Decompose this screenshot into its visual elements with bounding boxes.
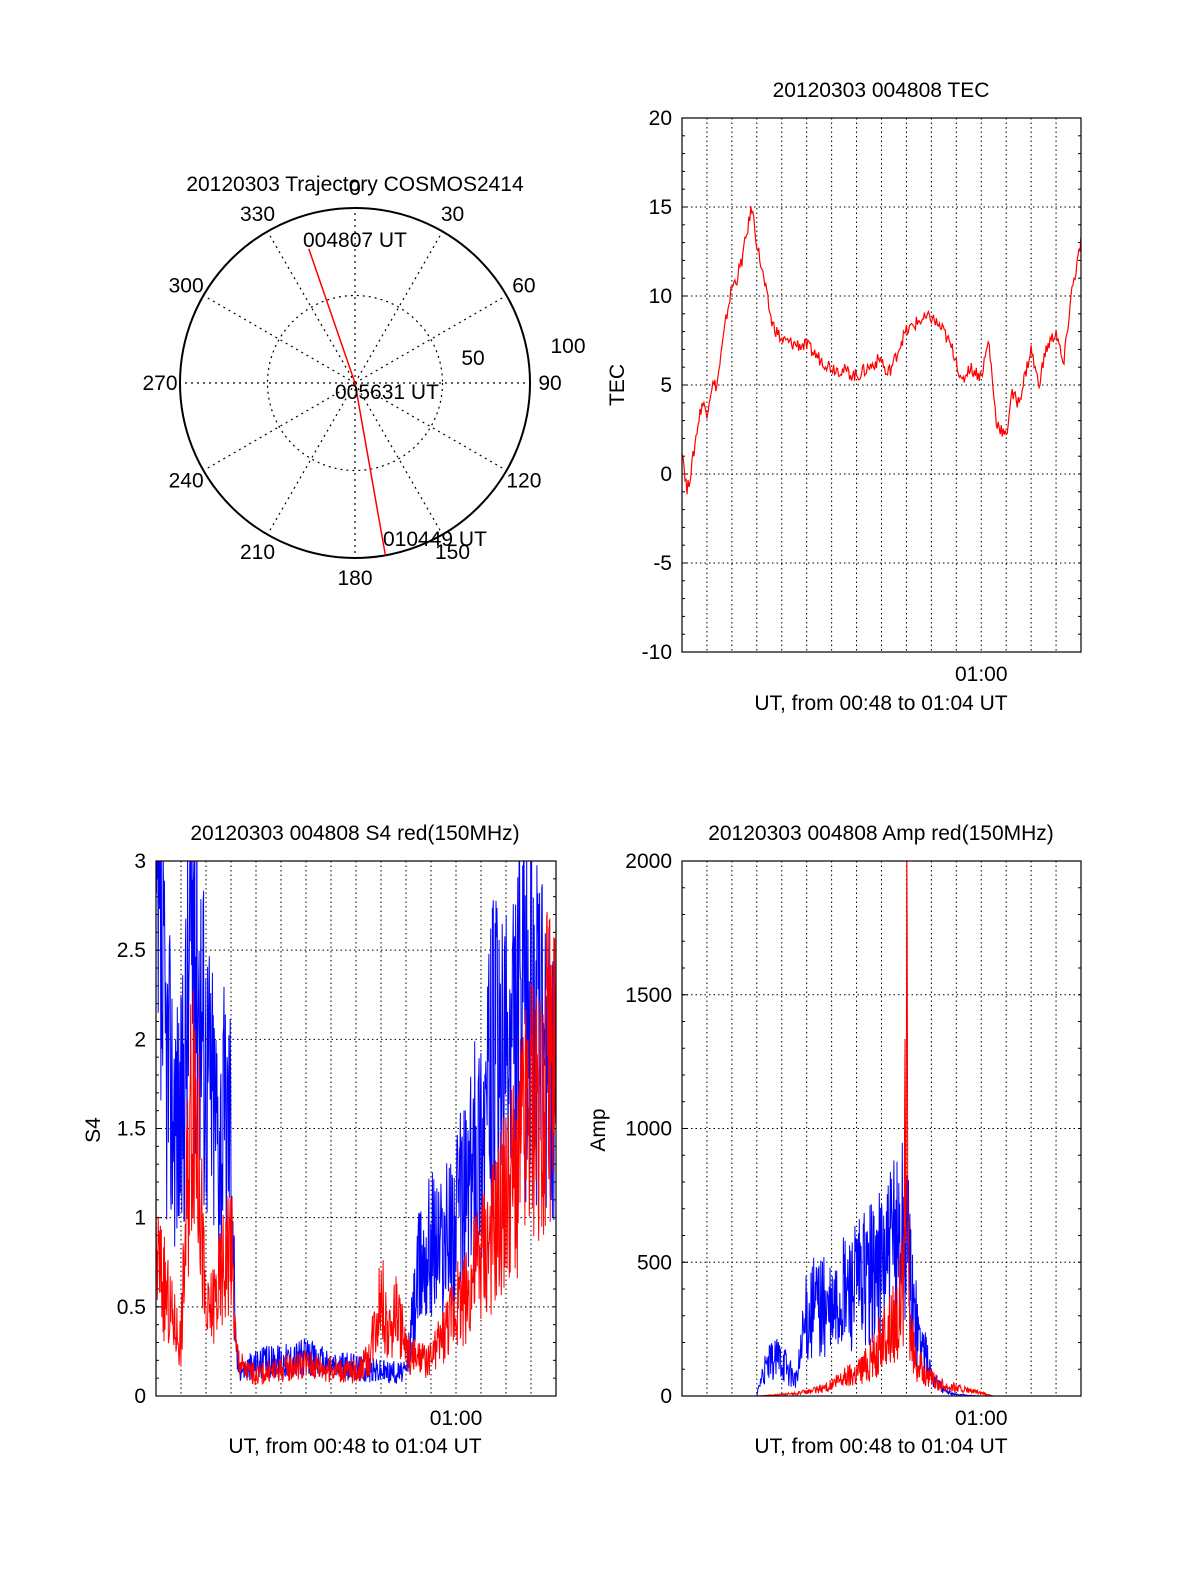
s4-ytick-label: 0 [134, 1385, 146, 1408]
polar-spoke [266, 231, 356, 384]
tec-ytick-label: -10 [642, 641, 672, 664]
amp-ylabel: Amp [587, 1108, 610, 1151]
s4-axes-frame [155, 860, 557, 1397]
s4-ytick-label: 1 [134, 1207, 146, 1230]
polar-spoke [354, 231, 444, 384]
polar-trajectory-panel: 20120303 Trajectory COSMOS2414 0 30 60 90 12… [142, 173, 585, 590]
s4-ytick-label: 2.5 [117, 939, 146, 962]
polar-radial-label: 50 [461, 347, 484, 370]
s4-ytick-label: 3 [134, 850, 146, 873]
polar-angle-label: 270 [142, 372, 177, 395]
tec-plot-area: -10 -5 0 5 10 15 20 01:00 [642, 107, 1082, 686]
tec-ytick-label: 20 [649, 107, 672, 130]
polar-angle-label: 90 [538, 372, 561, 395]
amp-title: 20120303 004808 Amp red(150MHz) [708, 822, 1054, 845]
s4-plot-area: 0 0.5 1 1.5 2 2.5 3 01:00 [117, 850, 557, 1430]
polar-angle-label: 210 [240, 541, 275, 564]
polar-inner-circle [266, 294, 444, 472]
s4-series-group [156, 861, 556, 1386]
polar-trajectory-line [308, 248, 387, 556]
polar-angle-label: 120 [506, 470, 541, 493]
amp-axes-frame [681, 860, 1082, 1397]
polar-radial-label: 100 [550, 335, 585, 358]
polar-mid-label: 005631 UT [335, 381, 439, 404]
amp-ytick-label: 1500 [625, 984, 672, 1007]
s4-ylabel: S4 [82, 1117, 105, 1143]
tec-xtick-label: 01:00 [955, 663, 1008, 686]
tec-xlabel: UT, from 00:48 to 01:04 UT [754, 692, 1007, 715]
tec-ytick-label: 15 [649, 196, 672, 219]
polar-grid [179, 207, 531, 559]
s4-series-red [156, 912, 556, 1386]
amp-xtick-label: 01:00 [955, 1407, 1008, 1430]
s4-ytick-label: 1.5 [117, 1118, 146, 1141]
polar-start-label: 004807 UT [303, 229, 407, 252]
polar-angle-label: 60 [512, 275, 535, 298]
tec-panel: 20120303 004808 TEC -10 -5 0 5 10 15 20 01:00 U… [606, 79, 1082, 715]
tec-ytick-label: 5 [660, 374, 672, 397]
amp-ytick-label: 2000 [625, 850, 672, 873]
tec-ylabel: TEC [606, 364, 629, 406]
polar-angle-label: 150 [435, 541, 470, 564]
tec-ytick-label: 0 [660, 463, 672, 486]
amp-series-red [682, 861, 1081, 1396]
tec-ytick-label: 10 [649, 285, 672, 308]
polar-title: 20120303 Trajectory COSMOS2414 [186, 173, 524, 196]
polar-angle-label: 240 [169, 470, 204, 493]
s4-xtick-label: 01:00 [430, 1407, 483, 1430]
s4-ytick-label: 2 [134, 1028, 146, 1051]
tec-series-group [682, 206, 1081, 495]
s4-panel: 20120303 004808 S4 red(150MHz) 0 0.5 1 1.5 2… [82, 822, 557, 1458]
s4-ytick-label: 0.5 [117, 1296, 146, 1319]
polar-spoke [203, 294, 356, 384]
polar-angle-label: 180 [337, 567, 372, 590]
amp-xlabel: UT, from 00:48 to 01:04 UT [754, 1435, 1007, 1458]
polar-angle-labels: 0 30 60 90 120 150 180 210 240 270 300 330 [142, 177, 561, 590]
tec-title: 20120303 004808 TEC [773, 79, 990, 102]
s4-xlabel: UT, from 00:48 to 01:04 UT [228, 1435, 481, 1458]
s4-title: 20120303 004808 S4 red(150MHz) [190, 822, 519, 845]
polar-spoke [354, 382, 444, 535]
tec-axes-frame [681, 117, 1082, 653]
amp-series-blue [682, 1142, 1081, 1396]
polar-radial-labels: 50 100 [461, 335, 585, 370]
tec-series-red [682, 206, 1081, 495]
polar-end-label: 010449 UT [383, 528, 487, 551]
polar-angle-label: 0 [349, 177, 361, 200]
polar-spoke [354, 294, 507, 384]
polar-angle-label: 300 [169, 275, 204, 298]
amp-ytick-label: 500 [637, 1251, 672, 1274]
polar-spoke [266, 382, 356, 535]
polar-trajectory-path [308, 248, 387, 556]
polar-spoke [354, 382, 507, 472]
amp-ytick-label: 1000 [625, 1118, 672, 1141]
amp-panel: 20120303 004808 Amp red(150MHz) 0 500 1000… [587, 822, 1082, 1458]
polar-angle-label: 330 [240, 203, 275, 226]
polar-angle-label: 30 [441, 203, 464, 226]
amp-ytick-label: 0 [660, 1385, 672, 1408]
amp-series-group [682, 861, 1081, 1396]
amp-plot-area: 0 500 1000 1500 2000 01:00 [625, 850, 1082, 1430]
polar-spoke [203, 382, 356, 472]
tec-ytick-label: -5 [653, 552, 672, 575]
